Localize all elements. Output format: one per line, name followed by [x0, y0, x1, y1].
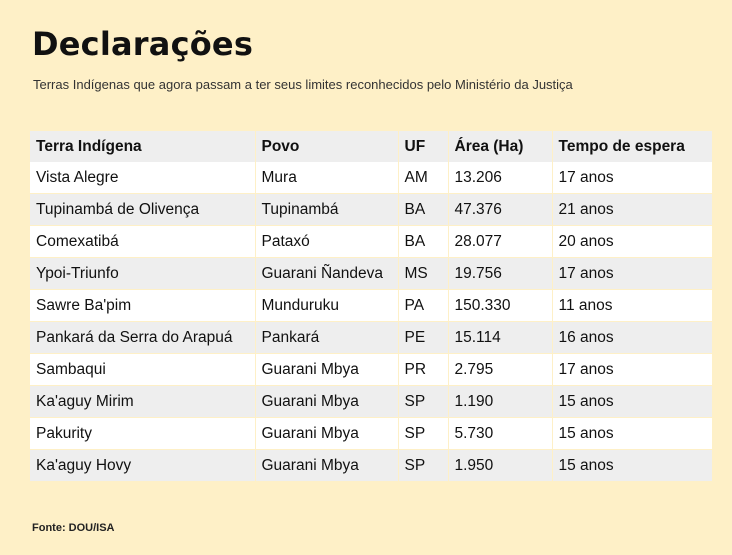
cell-tempo: 15 anos [552, 385, 712, 418]
table-row: Pakurity Guarani Mbya SP 5.730 15 anos [30, 417, 712, 450]
cell-area: 5.730 [448, 417, 553, 450]
cell-uf: PE [398, 321, 449, 354]
column-header-povo: Povo [255, 131, 399, 162]
cell-uf: SP [398, 385, 449, 418]
table-row: Pankará da Serra do Arapuá Pankará PE 15.11… [30, 321, 712, 354]
cell-area: 1.190 [448, 385, 553, 418]
table-row: Sawre Ba'pim Munduruku PA 150.330 11 anos [30, 289, 712, 322]
cell-tempo: 17 anos [552, 162, 712, 194]
cell-tempo: 15 anos [552, 449, 712, 482]
cell-area: 1.950 [448, 449, 553, 482]
table-row: Comexatibá Pataxó BA 28.077 20 anos [30, 225, 712, 258]
cell-terra: Pankará da Serra do Arapuá [30, 321, 256, 354]
cell-povo: Guarani Ñandeva [255, 257, 399, 290]
page-title: Declarações [32, 25, 254, 63]
table-row: Ka'aguy Mirim Guarani Mbya SP 1.190 15 anos [30, 385, 712, 418]
cell-tempo: 20 anos [552, 225, 712, 258]
cell-uf: SP [398, 417, 449, 450]
cell-povo: Pankará [255, 321, 399, 354]
cell-povo: Tupinambá [255, 193, 399, 226]
cell-area: 150.330 [448, 289, 553, 322]
cell-tempo: 17 anos [552, 257, 712, 290]
cell-uf: BA [398, 193, 449, 226]
cell-terra: Ypoi-Triunfo [30, 257, 256, 290]
cell-uf: PA [398, 289, 449, 322]
cell-uf: AM [398, 162, 449, 194]
column-header-uf: UF [398, 131, 449, 162]
cell-tempo: 15 anos [552, 417, 712, 450]
column-header-tempo: Tempo de espera [552, 131, 712, 162]
cell-terra: Comexatibá [30, 225, 256, 258]
table-row: Ka'aguy Hovy Guarani Mbya SP 1.950 15 anos [30, 449, 712, 482]
cell-uf: SP [398, 449, 449, 482]
source-note: Fonte: DOU/ISA [32, 522, 115, 534]
cell-terra: Vista Alegre [30, 162, 256, 194]
table-row: Sambaqui Guarani Mbya PR 2.795 17 anos [30, 353, 712, 386]
cell-area: 47.376 [448, 193, 553, 226]
cell-povo: Guarani Mbya [255, 417, 399, 450]
table-row: Vista Alegre Mura AM 13.206 17 anos [30, 162, 712, 194]
cell-uf: PR [398, 353, 449, 386]
cell-terra: Pakurity [30, 417, 256, 450]
cell-area: 19.756 [448, 257, 553, 290]
cell-povo: Guarani Mbya [255, 385, 399, 418]
header-row: Terra Indígena Povo UF Área (Ha) Tempo d… [30, 131, 712, 162]
cell-terra: Ka'aguy Mirim [30, 385, 256, 418]
cell-uf: BA [398, 225, 449, 258]
cell-tempo: 16 anos [552, 321, 712, 354]
table-body: Vista Alegre Mura AM 13.206 17 anos Tupinambá… [30, 162, 712, 482]
page-subtitle: Terras Indígenas que agora passam a ter … [33, 77, 573, 92]
table-row: Ypoi-Triunfo Guarani Ñandeva MS 19.756 17 an… [30, 257, 712, 290]
cell-terra: Sambaqui [30, 353, 256, 386]
cell-terra: Ka'aguy Hovy [30, 449, 256, 482]
cell-povo: Mura [255, 162, 399, 194]
cell-area: 28.077 [448, 225, 553, 258]
cell-area: 15.114 [448, 321, 553, 354]
column-header-area: Área (Ha) [448, 131, 553, 162]
cell-area: 13.206 [448, 162, 553, 194]
column-header-terra: Terra Indígena [30, 131, 256, 162]
cell-terra: Tupinambá de Olivença [30, 193, 256, 226]
cell-povo: Guarani Mbya [255, 353, 399, 386]
cell-povo: Munduruku [255, 289, 399, 322]
cell-tempo: 17 anos [552, 353, 712, 386]
cell-tempo: 21 anos [552, 193, 712, 226]
cell-povo: Pataxó [255, 225, 399, 258]
data-table: Terra Indígena Povo UF Área (Ha) Tempo d… [30, 131, 712, 482]
cell-area: 2.795 [448, 353, 553, 386]
table-row: Tupinambá de Olivença Tupinambá BA 47.376 21… [30, 193, 712, 226]
cell-tempo: 11 anos [552, 289, 712, 322]
table-header: Terra Indígena Povo UF Área (Ha) Tempo d… [30, 131, 712, 162]
cell-terra: Sawre Ba'pim [30, 289, 256, 322]
cell-uf: MS [398, 257, 449, 290]
cell-povo: Guarani Mbya [255, 449, 399, 482]
